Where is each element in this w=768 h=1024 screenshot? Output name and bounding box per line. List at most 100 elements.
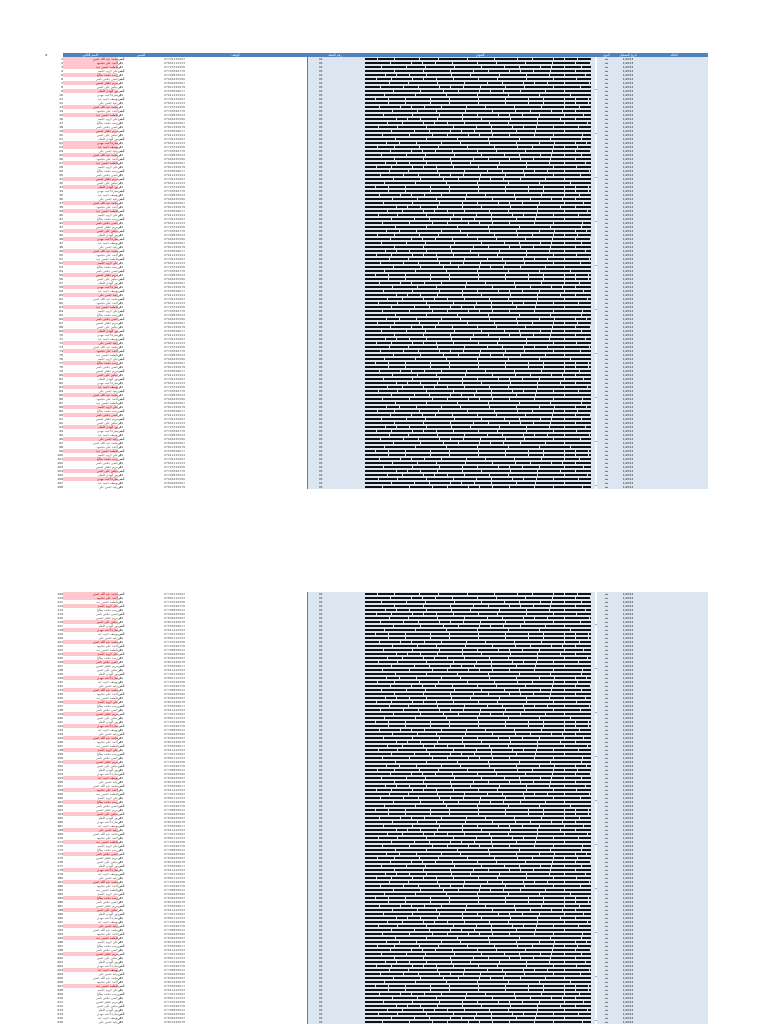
status-cell[interactable]: [640, 381, 708, 385]
gender-cell[interactable]: أنثى: [118, 397, 125, 401]
seq-cell[interactable]: 01: [307, 213, 364, 217]
row-number[interactable]: 47: [59, 241, 63, 245]
gender-cell[interactable]: ذكر: [118, 321, 124, 325]
status-cell[interactable]: [640, 253, 708, 257]
status-cell[interactable]: [640, 185, 708, 189]
name-cell[interactable]: زينب محمد صالح: [63, 361, 118, 365]
seq-cell[interactable]: 01: [307, 353, 364, 357]
phone-cell[interactable]: 07904445566: [164, 77, 185, 81]
type-cell[interactable]: ت: [597, 145, 616, 149]
type-cell[interactable]: ت: [597, 129, 616, 133]
gender-cell[interactable]: أنثى: [118, 117, 125, 121]
row-number[interactable]: 71: [59, 337, 63, 341]
type-cell[interactable]: ت: [597, 361, 616, 365]
type-cell[interactable]: ت: [597, 401, 616, 405]
date-cell[interactable]: 1/2023: [616, 1020, 640, 1024]
address-cell[interactable]: [363, 177, 595, 181]
seq-cell[interactable]: 01: [307, 93, 364, 97]
seq-cell[interactable]: 01: [307, 273, 364, 277]
row-number[interactable]: 89: [59, 409, 63, 413]
address-cell[interactable]: [363, 377, 595, 381]
phone-cell[interactable]: 07701234567: [164, 377, 185, 381]
phone-cell[interactable]: 07709876543: [164, 73, 185, 77]
seq-cell[interactable]: 01: [307, 409, 364, 413]
phone-cell[interactable]: 07904445566: [164, 357, 185, 361]
date-cell[interactable]: 1/2023: [616, 169, 640, 173]
name-cell[interactable]: فاطمة حسين عبد: [63, 305, 118, 309]
status-cell[interactable]: [640, 317, 708, 321]
address-cell[interactable]: [363, 417, 595, 421]
status-cell[interactable]: [640, 409, 708, 413]
status-cell[interactable]: [640, 77, 708, 81]
type-cell[interactable]: ت: [597, 341, 616, 345]
status-cell[interactable]: [640, 389, 708, 393]
address-cell[interactable]: [363, 281, 595, 285]
gender-cell[interactable]: أنثى: [118, 177, 125, 181]
type-cell[interactable]: ت: [597, 261, 616, 265]
type-cell[interactable]: ت: [597, 257, 616, 261]
phone-cell[interactable]: 07812345678: [164, 325, 185, 329]
address-cell[interactable]: [363, 57, 595, 61]
status-cell[interactable]: [640, 393, 708, 397]
type-cell[interactable]: ت: [597, 405, 616, 409]
name-cell[interactable]: سارة أحمد مهدي: [63, 285, 118, 289]
seq-cell[interactable]: 01: [307, 413, 364, 417]
address-cell[interactable]: [363, 313, 595, 317]
name-cell[interactable]: عباس علي حسن: [63, 229, 118, 233]
address-cell[interactable]: [363, 145, 595, 149]
gender-cell[interactable]: ذكر: [118, 185, 124, 189]
row-number[interactable]: 41: [59, 217, 63, 221]
name-cell[interactable]: نور الهدى كاظم: [98, 377, 118, 381]
phone-cell[interactable]: 07505556677: [164, 89, 185, 93]
status-cell[interactable]: [640, 73, 708, 77]
gender-cell[interactable]: أنثى: [118, 169, 125, 173]
date-cell[interactable]: 1/2023: [616, 341, 640, 345]
type-cell[interactable]: ت: [597, 397, 616, 401]
seq-cell[interactable]: 01: [307, 249, 364, 253]
type-cell[interactable]: ت: [597, 141, 616, 145]
name-cell[interactable]: سارة أحمد مهدي: [96, 93, 118, 97]
row-number[interactable]: 22: [59, 141, 63, 145]
row-number[interactable]: 20: [59, 133, 63, 137]
gender-cell[interactable]: أنثى: [118, 77, 125, 81]
gender-cell[interactable]: ذكر: [118, 93, 124, 97]
phone-cell[interactable]: 07723344556: [164, 225, 185, 229]
date-cell[interactable]: 1/2023: [616, 73, 640, 77]
seq-cell[interactable]: 01: [307, 321, 364, 325]
name-cell[interactable]: نور الهدى كاظم: [98, 233, 118, 237]
row-number[interactable]: 37: [59, 201, 63, 205]
column-header[interactable]: الهاتف: [164, 53, 307, 57]
name-cell[interactable]: مريم جعفر حسين: [95, 417, 118, 421]
gender-cell[interactable]: ذكر: [118, 393, 124, 397]
name-cell[interactable]: محمد عبد الله حسن: [63, 249, 118, 253]
name-cell[interactable]: عباس علي حسن: [96, 181, 118, 185]
name-cell[interactable]: مريم جعفر حسين: [95, 369, 118, 373]
row-number[interactable]: 39: [59, 209, 63, 213]
name-cell[interactable]: سارة أحمد مهدي: [96, 429, 118, 433]
gender-cell[interactable]: أنثى: [118, 317, 125, 321]
status-cell[interactable]: [640, 145, 708, 149]
row-number[interactable]: 25: [59, 153, 63, 157]
name-cell[interactable]: محمد عبد الله حسن: [63, 105, 118, 109]
gender-cell[interactable]: ذكر: [118, 73, 124, 77]
gender-cell[interactable]: ذكر: [118, 145, 124, 149]
address-cell[interactable]: [363, 285, 595, 289]
date-cell[interactable]: 1/2023: [616, 401, 640, 405]
date-cell[interactable]: 1/2023: [616, 365, 640, 369]
seq-cell[interactable]: 01: [307, 257, 364, 261]
date-cell[interactable]: 1/2023: [616, 429, 640, 433]
address-cell[interactable]: [363, 385, 595, 389]
gender-cell[interactable]: ذكر: [118, 1020, 124, 1024]
address-cell[interactable]: [363, 409, 595, 413]
address-cell[interactable]: [363, 369, 595, 373]
type-cell[interactable]: ت: [597, 137, 616, 141]
row-number[interactable]: 59: [59, 289, 63, 293]
status-cell[interactable]: [640, 369, 708, 373]
row-number[interactable]: 2: [55, 61, 63, 65]
name-cell[interactable]: زينب محمد صالح: [96, 217, 118, 221]
gender-cell[interactable]: أنثى: [118, 57, 125, 61]
phone-cell[interactable]: 07812345678: [164, 405, 185, 409]
seq-cell[interactable]: 01: [307, 317, 364, 321]
status-cell[interactable]: [640, 85, 708, 89]
row-number[interactable]: 21: [59, 137, 63, 141]
